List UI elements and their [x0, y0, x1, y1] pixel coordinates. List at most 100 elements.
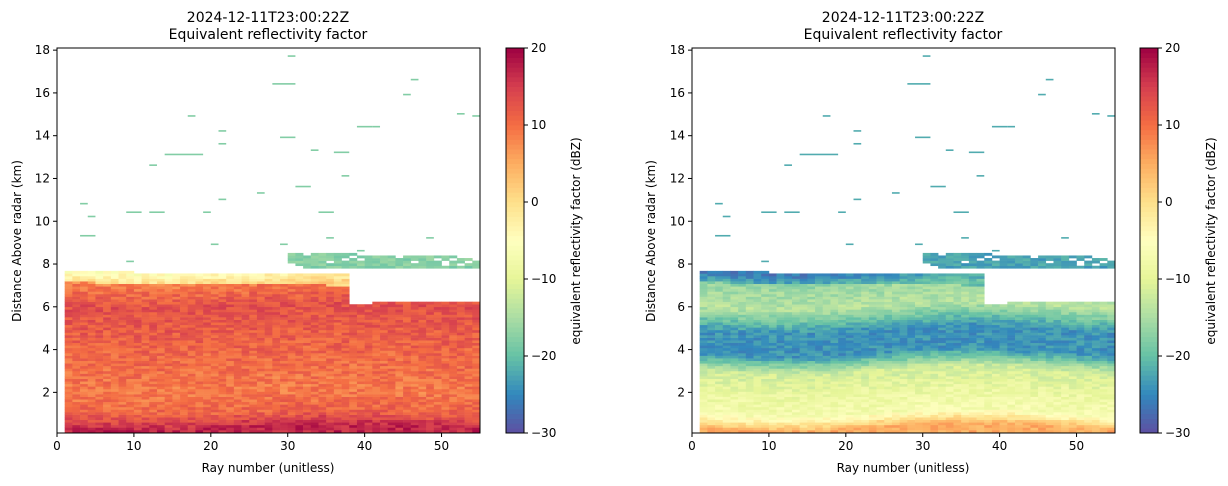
heatmap-cell [753, 355, 762, 359]
heatmap-cell [768, 401, 777, 405]
heatmap-cell [264, 365, 273, 369]
heatmap-cell [387, 376, 396, 379]
heatmap-cell [761, 281, 770, 285]
heatmap-cell [272, 419, 281, 423]
heatmap-cell [287, 345, 296, 349]
heatmap-cell [287, 360, 296, 364]
heatmap-cell [210, 309, 219, 313]
heatmap-cell [853, 365, 862, 369]
heatmap-cell [791, 363, 800, 367]
heatmap-cell [295, 424, 304, 428]
heatmap-cell [456, 265, 465, 269]
heatmap-cell [761, 288, 770, 292]
heatmap-cell [441, 347, 450, 351]
heatmap-cell [464, 347, 473, 351]
heatmap-cell [256, 350, 265, 354]
heatmap-cell [80, 311, 89, 315]
heatmap-cell [149, 424, 158, 428]
heatmap-cell [784, 401, 793, 405]
heatmap-cell [830, 283, 839, 287]
heatmap-cell [126, 412, 135, 415]
heatmap-cell [95, 291, 104, 295]
heatmap-cell [133, 337, 142, 341]
heatmap-cell [156, 327, 165, 331]
heatmap-cell [133, 304, 142, 308]
heatmap-cell [218, 273, 227, 277]
heatmap-cell [103, 412, 112, 415]
heatmap-cell [72, 412, 81, 415]
heatmap-cell [410, 311, 419, 315]
heatmap-cell [707, 296, 716, 300]
heatmap-cell [72, 427, 81, 431]
heatmap-cell [372, 401, 381, 405]
heatmap-cell [456, 368, 465, 372]
heatmap-cell [195, 345, 204, 349]
heatmap-cell [164, 360, 173, 364]
heatmap-cell [195, 286, 204, 290]
heatmap-cell [807, 278, 816, 282]
heatmap-cell [418, 306, 427, 310]
heatmap-cell [226, 404, 235, 408]
heatmap-cell [861, 394, 870, 397]
heatmap-cell [149, 422, 158, 426]
heatmap-cell [172, 394, 181, 397]
heatmap-cell [141, 317, 150, 320]
heatmap-cell [203, 378, 212, 382]
heatmap-cell [738, 319, 747, 323]
heatmap-cell [95, 391, 104, 395]
heatmap-cell [72, 270, 81, 274]
heatmap-cell [784, 273, 793, 277]
heatmap-cell [64, 327, 73, 331]
heatmap-cell [761, 409, 770, 413]
heatmap-cell [241, 376, 250, 379]
heatmap-cell [310, 368, 319, 372]
heatmap-cell [876, 332, 885, 336]
heatmap-cell [187, 314, 196, 318]
heatmap-cell [441, 373, 450, 377]
heatmap-cell [341, 309, 350, 313]
heatmap-cell [403, 409, 412, 413]
heatmap-cell [64, 394, 73, 397]
heatmap-cell [838, 350, 847, 354]
heatmap-cell [110, 409, 119, 413]
heatmap-cell [761, 299, 770, 302]
heatmap-cell [180, 427, 189, 431]
heatmap-cell [218, 355, 227, 359]
heatmap-cell [280, 309, 289, 313]
heatmap-cell [272, 360, 281, 364]
heatmap-cell [64, 340, 73, 344]
heatmap-cell [195, 296, 204, 300]
heatmap-cell [861, 396, 870, 400]
cloud-fragment [318, 211, 334, 214]
heatmap-cell [791, 401, 800, 405]
heatmap-cell [156, 340, 165, 344]
heatmap-cell [341, 391, 350, 395]
heatmap-cell [441, 399, 450, 403]
heatmap-cell [241, 368, 250, 372]
heatmap-cell [387, 422, 396, 426]
heatmap-cell [884, 424, 893, 428]
heatmap-cell [768, 386, 777, 390]
heatmap-cell [149, 383, 158, 387]
heatmap-cell [745, 376, 754, 379]
heatmap-cell [738, 353, 747, 356]
heatmap-cell [830, 291, 839, 295]
heatmap-cell [218, 281, 227, 285]
heatmap-cell [822, 288, 831, 292]
heatmap-cell [730, 414, 739, 418]
heatmap-cell [472, 399, 481, 403]
heatmap-cell [807, 419, 816, 423]
heatmap-cell [456, 427, 465, 431]
heatmap-cell [64, 406, 73, 410]
heatmap-cell [210, 363, 219, 367]
heatmap-cell [287, 260, 296, 264]
heatmap-cell [210, 376, 219, 379]
heatmap-cell [156, 368, 165, 372]
heatmap-cell [133, 291, 142, 295]
heatmap-cell [103, 293, 112, 297]
heatmap-cell [364, 350, 373, 354]
heatmap-cell [418, 314, 427, 318]
heatmap-cell [868, 291, 877, 295]
heatmap-cell [103, 296, 112, 300]
heatmap-cell [118, 337, 127, 341]
